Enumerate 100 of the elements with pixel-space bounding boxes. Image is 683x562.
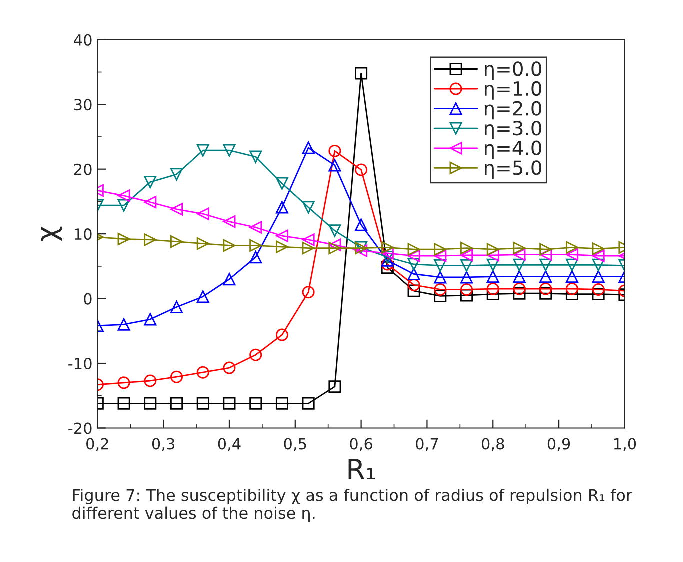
point [118, 190, 130, 202]
point [118, 199, 130, 212]
point [170, 397, 184, 410]
point [170, 300, 184, 314]
point [434, 260, 447, 272]
point [381, 258, 394, 271]
point [566, 270, 578, 284]
point [513, 242, 526, 255]
point [196, 208, 210, 220]
point [276, 397, 288, 410]
point [250, 348, 262, 362]
point [460, 271, 474, 284]
y-tick-label: 30 [74, 99, 92, 111]
point [355, 244, 368, 258]
point [170, 203, 184, 216]
legend-label: η=0.0 [485, 62, 542, 80]
point [566, 241, 578, 254]
point [223, 144, 236, 157]
point [328, 144, 342, 158]
point [328, 242, 342, 255]
point [223, 216, 236, 228]
point [196, 144, 210, 157]
point [223, 362, 236, 374]
point [566, 258, 578, 272]
point [170, 168, 184, 181]
point [196, 397, 210, 410]
point [118, 397, 130, 410]
point [250, 397, 262, 410]
point [196, 366, 210, 379]
point [513, 248, 526, 262]
legend-label: η=2.0 [485, 101, 542, 120]
point [540, 270, 552, 284]
point [540, 287, 552, 300]
point [408, 278, 420, 292]
point [381, 254, 394, 267]
point [592, 288, 605, 301]
point [486, 288, 500, 301]
point [170, 370, 184, 384]
point [328, 224, 342, 238]
point [196, 290, 210, 304]
point [144, 397, 157, 410]
y-tick-label: 20 [74, 164, 92, 176]
point [486, 270, 500, 284]
legend-label: η=3.0 [485, 120, 542, 140]
point [434, 243, 447, 256]
point [355, 67, 368, 80]
point [381, 241, 394, 254]
point [302, 142, 315, 154]
x-tick-label: 0,2 [86, 438, 108, 452]
point [276, 240, 288, 254]
y-tick-label: -20 [68, 422, 92, 434]
point [408, 268, 420, 280]
point [302, 242, 315, 255]
point [540, 258, 552, 272]
point [144, 176, 157, 189]
point [223, 397, 236, 410]
point [276, 230, 288, 242]
point [355, 218, 368, 232]
point [144, 374, 157, 388]
y-tick-label: -10 [68, 358, 92, 370]
point [540, 282, 552, 296]
point [250, 150, 262, 164]
legend-label: η=1.0 [485, 81, 542, 100]
point [276, 201, 288, 214]
point [540, 248, 552, 262]
x-tick-label: 0,7 [416, 438, 438, 452]
point [434, 271, 447, 284]
point [486, 243, 500, 256]
point [460, 260, 474, 272]
y-tick-label: 10 [75, 228, 92, 240]
point [513, 282, 526, 296]
point [408, 284, 420, 298]
point [328, 238, 342, 252]
point [196, 238, 210, 250]
point [118, 376, 130, 390]
point [355, 164, 368, 176]
point [592, 250, 605, 262]
point [408, 258, 420, 271]
legend-label: η=5.0 [485, 160, 542, 180]
point [250, 221, 262, 234]
point [250, 251, 262, 264]
point [302, 234, 315, 246]
point [276, 177, 288, 190]
x-tick-label: 0,6 [350, 438, 372, 452]
point [486, 249, 500, 262]
point [486, 258, 500, 272]
point [170, 236, 184, 248]
point [434, 250, 447, 262]
point [381, 251, 394, 264]
point [486, 282, 500, 296]
point [513, 258, 526, 272]
point [566, 248, 578, 262]
x-axis-title: R₁ [348, 459, 376, 480]
point [118, 318, 130, 331]
y-axis-title: χ [41, 226, 62, 242]
y-tick-label: 0 [84, 293, 92, 305]
point [460, 249, 474, 262]
x-tick-label: 0,9 [548, 438, 570, 452]
x-tick-label: 0,4 [218, 438, 241, 452]
point [381, 261, 394, 274]
